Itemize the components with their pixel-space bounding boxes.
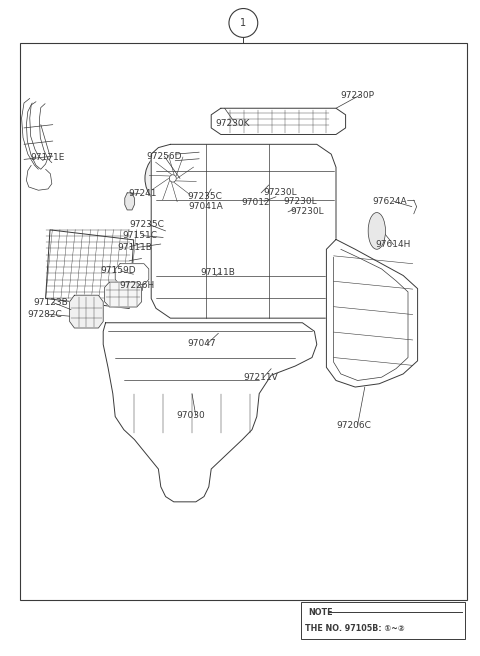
Text: 97211V: 97211V [243,373,277,382]
Text: 97256D: 97256D [146,152,182,161]
Polygon shape [125,193,134,210]
Text: 97624A: 97624A [372,197,407,206]
Polygon shape [151,144,336,318]
Text: 97030: 97030 [176,411,205,420]
Text: 97241: 97241 [129,189,157,198]
Polygon shape [105,282,142,307]
Text: 97012: 97012 [241,197,270,207]
Text: 97235C: 97235C [187,192,222,201]
Text: 97614H: 97614H [376,240,411,249]
Polygon shape [115,264,149,285]
Text: 97047: 97047 [187,339,216,348]
Text: 97111B: 97111B [118,243,153,252]
Text: 97230L: 97230L [290,207,324,216]
Text: 97171E: 97171E [30,153,65,162]
Text: 97123B: 97123B [34,298,68,307]
Text: 1: 1 [240,18,246,28]
Text: 97282C: 97282C [28,310,62,319]
Text: 97206C: 97206C [336,420,371,430]
Text: 97230K: 97230K [215,119,250,128]
Polygon shape [103,323,317,502]
Text: 97226H: 97226H [119,281,154,290]
Text: 97151C: 97151C [122,231,157,240]
Bar [20,43,467,600]
Text: 97111B: 97111B [201,268,236,277]
Ellipse shape [229,9,258,37]
Text: 97159D: 97159D [101,266,136,276]
Polygon shape [211,108,346,134]
Text: 97041A: 97041A [189,202,223,211]
Ellipse shape [368,213,385,249]
Ellipse shape [169,174,176,182]
Text: 97230L: 97230L [263,188,297,197]
Text: 97230L: 97230L [284,197,317,206]
Text: THE NO. 97105B: ①~②: THE NO. 97105B: ①~② [305,624,405,633]
Text: NOTE: NOTE [309,608,333,617]
Bar [46,230,133,308]
Text: 97235C: 97235C [130,220,165,229]
Ellipse shape [145,149,201,208]
Bar [301,602,465,639]
Polygon shape [326,239,418,387]
Polygon shape [70,295,103,328]
Text: 97230P: 97230P [341,91,375,100]
